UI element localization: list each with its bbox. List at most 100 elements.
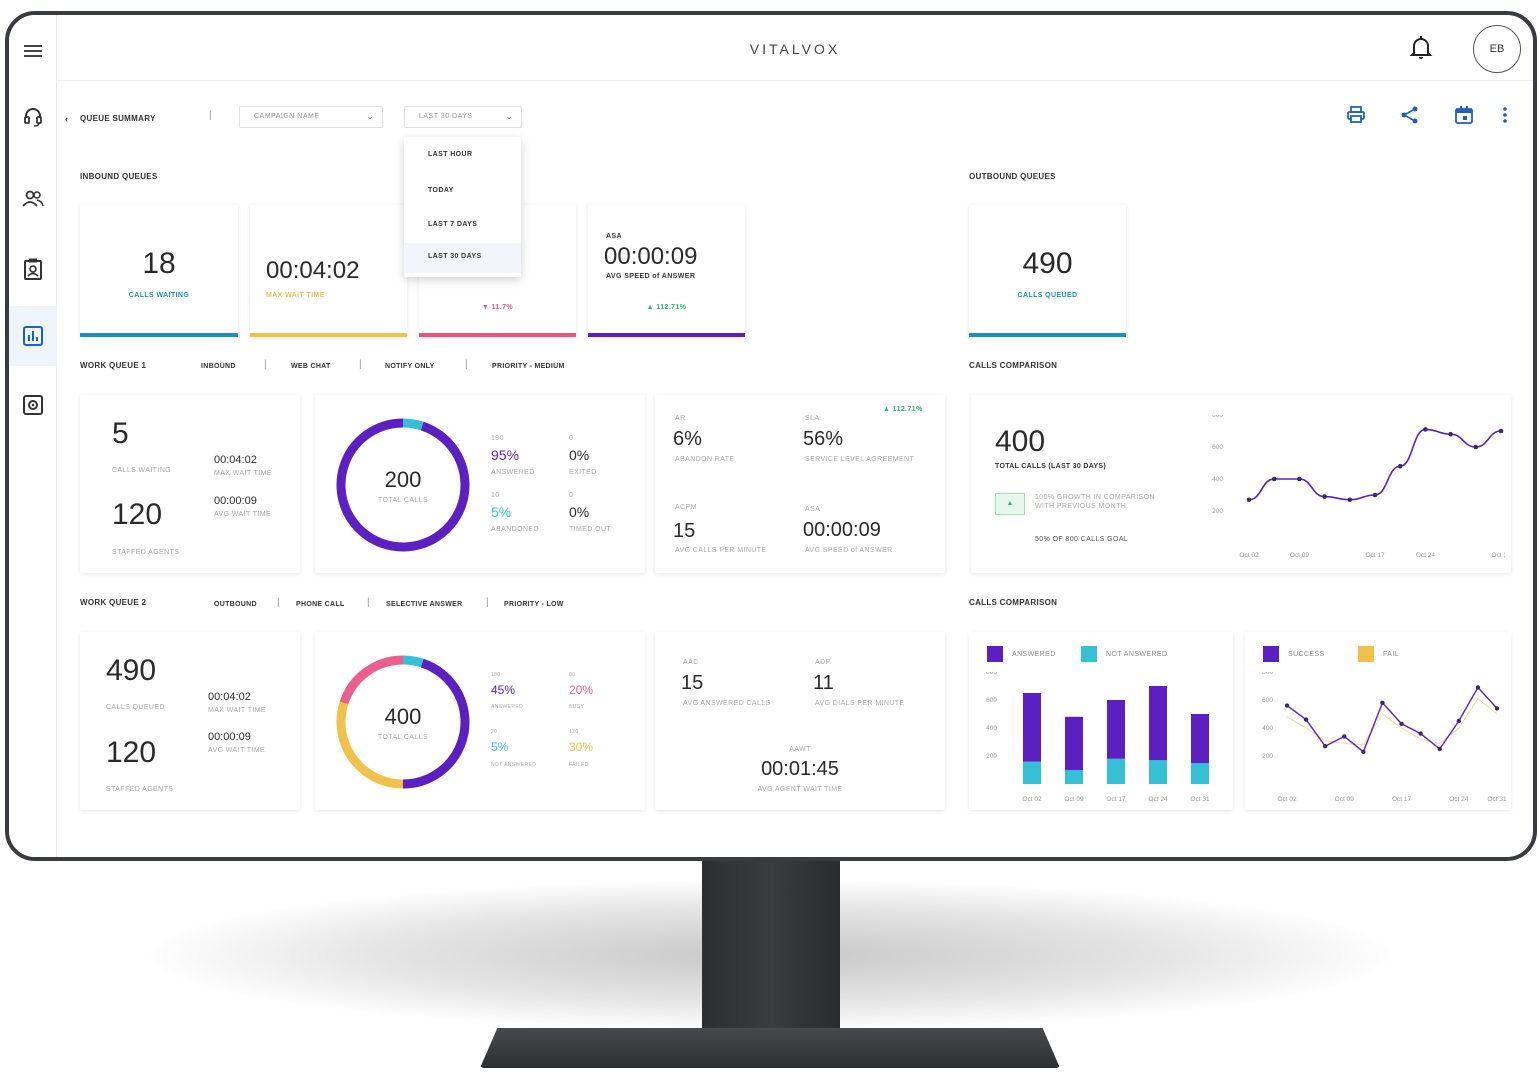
user-avatar[interactable]: EB — [1473, 25, 1521, 73]
filter-divider: | — [209, 110, 212, 121]
kpi-accent-bar — [80, 333, 238, 337]
data-point — [1448, 431, 1453, 437]
stat-label: EXITED — [569, 469, 597, 476]
max-wait-label: MAX WAIT TIME — [214, 470, 272, 477]
settings-icon[interactable] — [19, 391, 47, 419]
calls-waiting-label: CALLS WAITING — [112, 467, 172, 474]
legend-swatch-success — [1263, 646, 1279, 662]
y-tick-label: 200 — [1212, 508, 1223, 515]
period-option-last-30-days[interactable]: LAST 30 DAYS — [404, 243, 521, 273]
sla-value: 56% — [803, 428, 844, 450]
line-chart-success-fail: 800 600 400 200 Oct 02 Oct 09 Oct 17 Oct 24 Oct … — [1262, 672, 1507, 803]
adp-value: 11 — [813, 672, 834, 694]
stat-label: BUSY — [569, 704, 585, 710]
aac-value: 15 — [681, 672, 704, 694]
data-point — [1246, 497, 1252, 503]
staffed-agents-label: STAFFED AGENTS — [106, 786, 174, 793]
kpi-value: 00:04:02 — [266, 257, 360, 284]
more-vertical-icon[interactable] — [1502, 105, 1510, 127]
kpi-card-calls-waiting[interactable]: 18 CALLS WAITING — [80, 205, 238, 337]
wq1-summary-card[interactable]: 5 CALLS WAITING 120 STAFFED AGENTS 00:04… — [80, 395, 300, 573]
adp-label: AVG DIALS PER MINUTE — [815, 700, 905, 707]
data-point — [1271, 476, 1277, 482]
period-option-last-7-days[interactable]: LAST 7 DAYS — [428, 221, 478, 228]
stat-pct: 5% — [491, 740, 509, 754]
kpi-label: MAX WAIT TIME — [266, 292, 325, 299]
period-option-last-hour[interactable]: LAST HOUR — [428, 151, 473, 158]
kpi-label: CALLS WAITING — [128, 292, 190, 299]
campaign-select[interactable]: CAMPAIGN NAME ⌄ — [239, 106, 383, 128]
outbound-queues-title: OUTBOUND QUEUES — [969, 172, 1056, 181]
kpi-delta-up: ▲ 112.71% — [646, 304, 687, 311]
wq1-donut-card[interactable]: 200 TOTAL CALLS 190 95% ANSWERED 0 0% EX… — [315, 395, 645, 573]
metric-top-label: AR — [675, 415, 686, 422]
kpi-card-asa[interactable]: ASA 00:00:09 AVG SPEED of ANSWER ▲ 112.7… — [588, 205, 745, 337]
menu-icon[interactable] — [19, 37, 47, 65]
bar-segment — [1149, 686, 1167, 761]
x-tick-label: Oct 02 — [1277, 796, 1297, 803]
x-tick-label: Oct 09 — [1290, 552, 1310, 559]
data-point — [1473, 444, 1479, 450]
users-icon[interactable] — [19, 185, 47, 213]
y-tick-label: 400 — [1212, 476, 1223, 483]
reports-icon[interactable] — [19, 322, 47, 350]
line-chart-total-calls: 800 600 400 200 Oct 02 Oct 09 Oct 17 Oct 24 Oct … — [1212, 415, 1505, 559]
wq1-tag: INBOUND — [201, 363, 236, 370]
data-point — [1475, 685, 1481, 690]
metric-top-label: SLA — [805, 415, 820, 422]
period-option-today[interactable]: TODAY — [428, 187, 454, 194]
kpi-card-max-wait[interactable]: 00:04:02 MAX WAIT TIME — [250, 205, 407, 337]
y-tick-label: 800 — [1262, 672, 1273, 676]
max-wait-label: MAX WAIT TIME — [208, 707, 266, 714]
donut-total-label: TOTAL CALLS — [377, 497, 429, 504]
wq2-summary-card[interactable]: 490 CALLS QUEUED 120 STAFFED AGENTS 00:0… — [80, 632, 300, 810]
period-select[interactable]: LAST 30 DAYS ⌄ — [404, 106, 522, 128]
y-tick-label: 400 — [986, 725, 997, 732]
stat-label: ANSWERED — [491, 704, 524, 710]
success-line-card[interactable]: SUCCESS FAIL 800 600 400 200 Oct 02 Oct 09 Oct… — [1245, 632, 1511, 810]
notification-bell-icon[interactable] — [1409, 35, 1433, 61]
legend-label: ANSWERED — [1012, 651, 1056, 658]
back-chevron-icon[interactable]: ‹ — [65, 114, 69, 124]
wq2-donut-card[interactable]: 400 TOTAL CALLS 180 45% ANSWERED 80 20% … — [315, 632, 645, 810]
calls-comparison-card[interactable]: 400 TOTAL CALLS (LAST 30 DAYS) ▲ 100% GR… — [971, 395, 1511, 573]
queue-summary-title[interactable]: QUEUE SUMMARY — [80, 114, 156, 123]
kpi-card-calls-queued[interactable]: 490 CALLS QUEUED — [969, 205, 1126, 337]
stat-pct: 5% — [491, 504, 512, 520]
tag-divider: | — [465, 359, 468, 370]
kpi-delta-down: ▼ 11.7% — [481, 304, 514, 311]
bar-segment — [1107, 758, 1125, 784]
bar-segment — [1107, 700, 1125, 759]
x-tick-label: Oct 17 — [1365, 552, 1385, 559]
wq2-metrics-card[interactable]: AAC 15 AVG ANSWERED CALLS ADP 11 AVG DIA… — [655, 632, 945, 810]
x-tick-label: Oct 02 — [1022, 796, 1042, 803]
stat-pct: 0% — [569, 447, 590, 463]
contact-card-icon[interactable] — [19, 255, 47, 283]
x-tick-label: Oct 24 — [1449, 796, 1469, 803]
bar-segment — [1023, 761, 1041, 784]
aawt-value: 00:01:45 — [761, 758, 839, 780]
share-icon[interactable] — [1400, 105, 1422, 127]
calls-comparison-title: CALLS COMPARISON — [969, 361, 1058, 370]
asa-value: 00:00:09 — [803, 519, 881, 541]
bar-chart-answered: 800 600 400 200 Oct 02 Oct 09 Oct 17 Oct 24 Oct … — [986, 672, 1210, 803]
donut-segment — [336, 655, 470, 789]
metric-top-label: AAC — [683, 659, 699, 666]
stat-count: 0 — [569, 435, 574, 442]
wq1-metrics-card[interactable]: AR 6% ABANDON RATE SLA 56% SERVICE LEVEL… — [655, 395, 945, 573]
max-wait-value: 00:04:02 — [214, 454, 257, 466]
y-tick-label: 600 — [1212, 444, 1223, 451]
stat-label: ANSWERED — [491, 469, 535, 476]
headset-icon[interactable] — [19, 103, 47, 131]
answered-bar-card[interactable]: ANSWERED NOT ANSWERED 800 600 400 200 Oct 02… — [969, 632, 1233, 810]
donut-total-value: 400 — [384, 704, 422, 729]
data-point — [1498, 428, 1504, 434]
stat-pct: 45% — [491, 683, 516, 697]
stat-count: 10 — [491, 492, 500, 499]
data-point — [1361, 749, 1366, 754]
donut-total-label: TOTAL CALLS — [377, 734, 429, 741]
print-icon[interactable] — [1346, 105, 1368, 127]
data-point — [1284, 703, 1290, 708]
calendar-icon[interactable] — [1454, 105, 1476, 127]
